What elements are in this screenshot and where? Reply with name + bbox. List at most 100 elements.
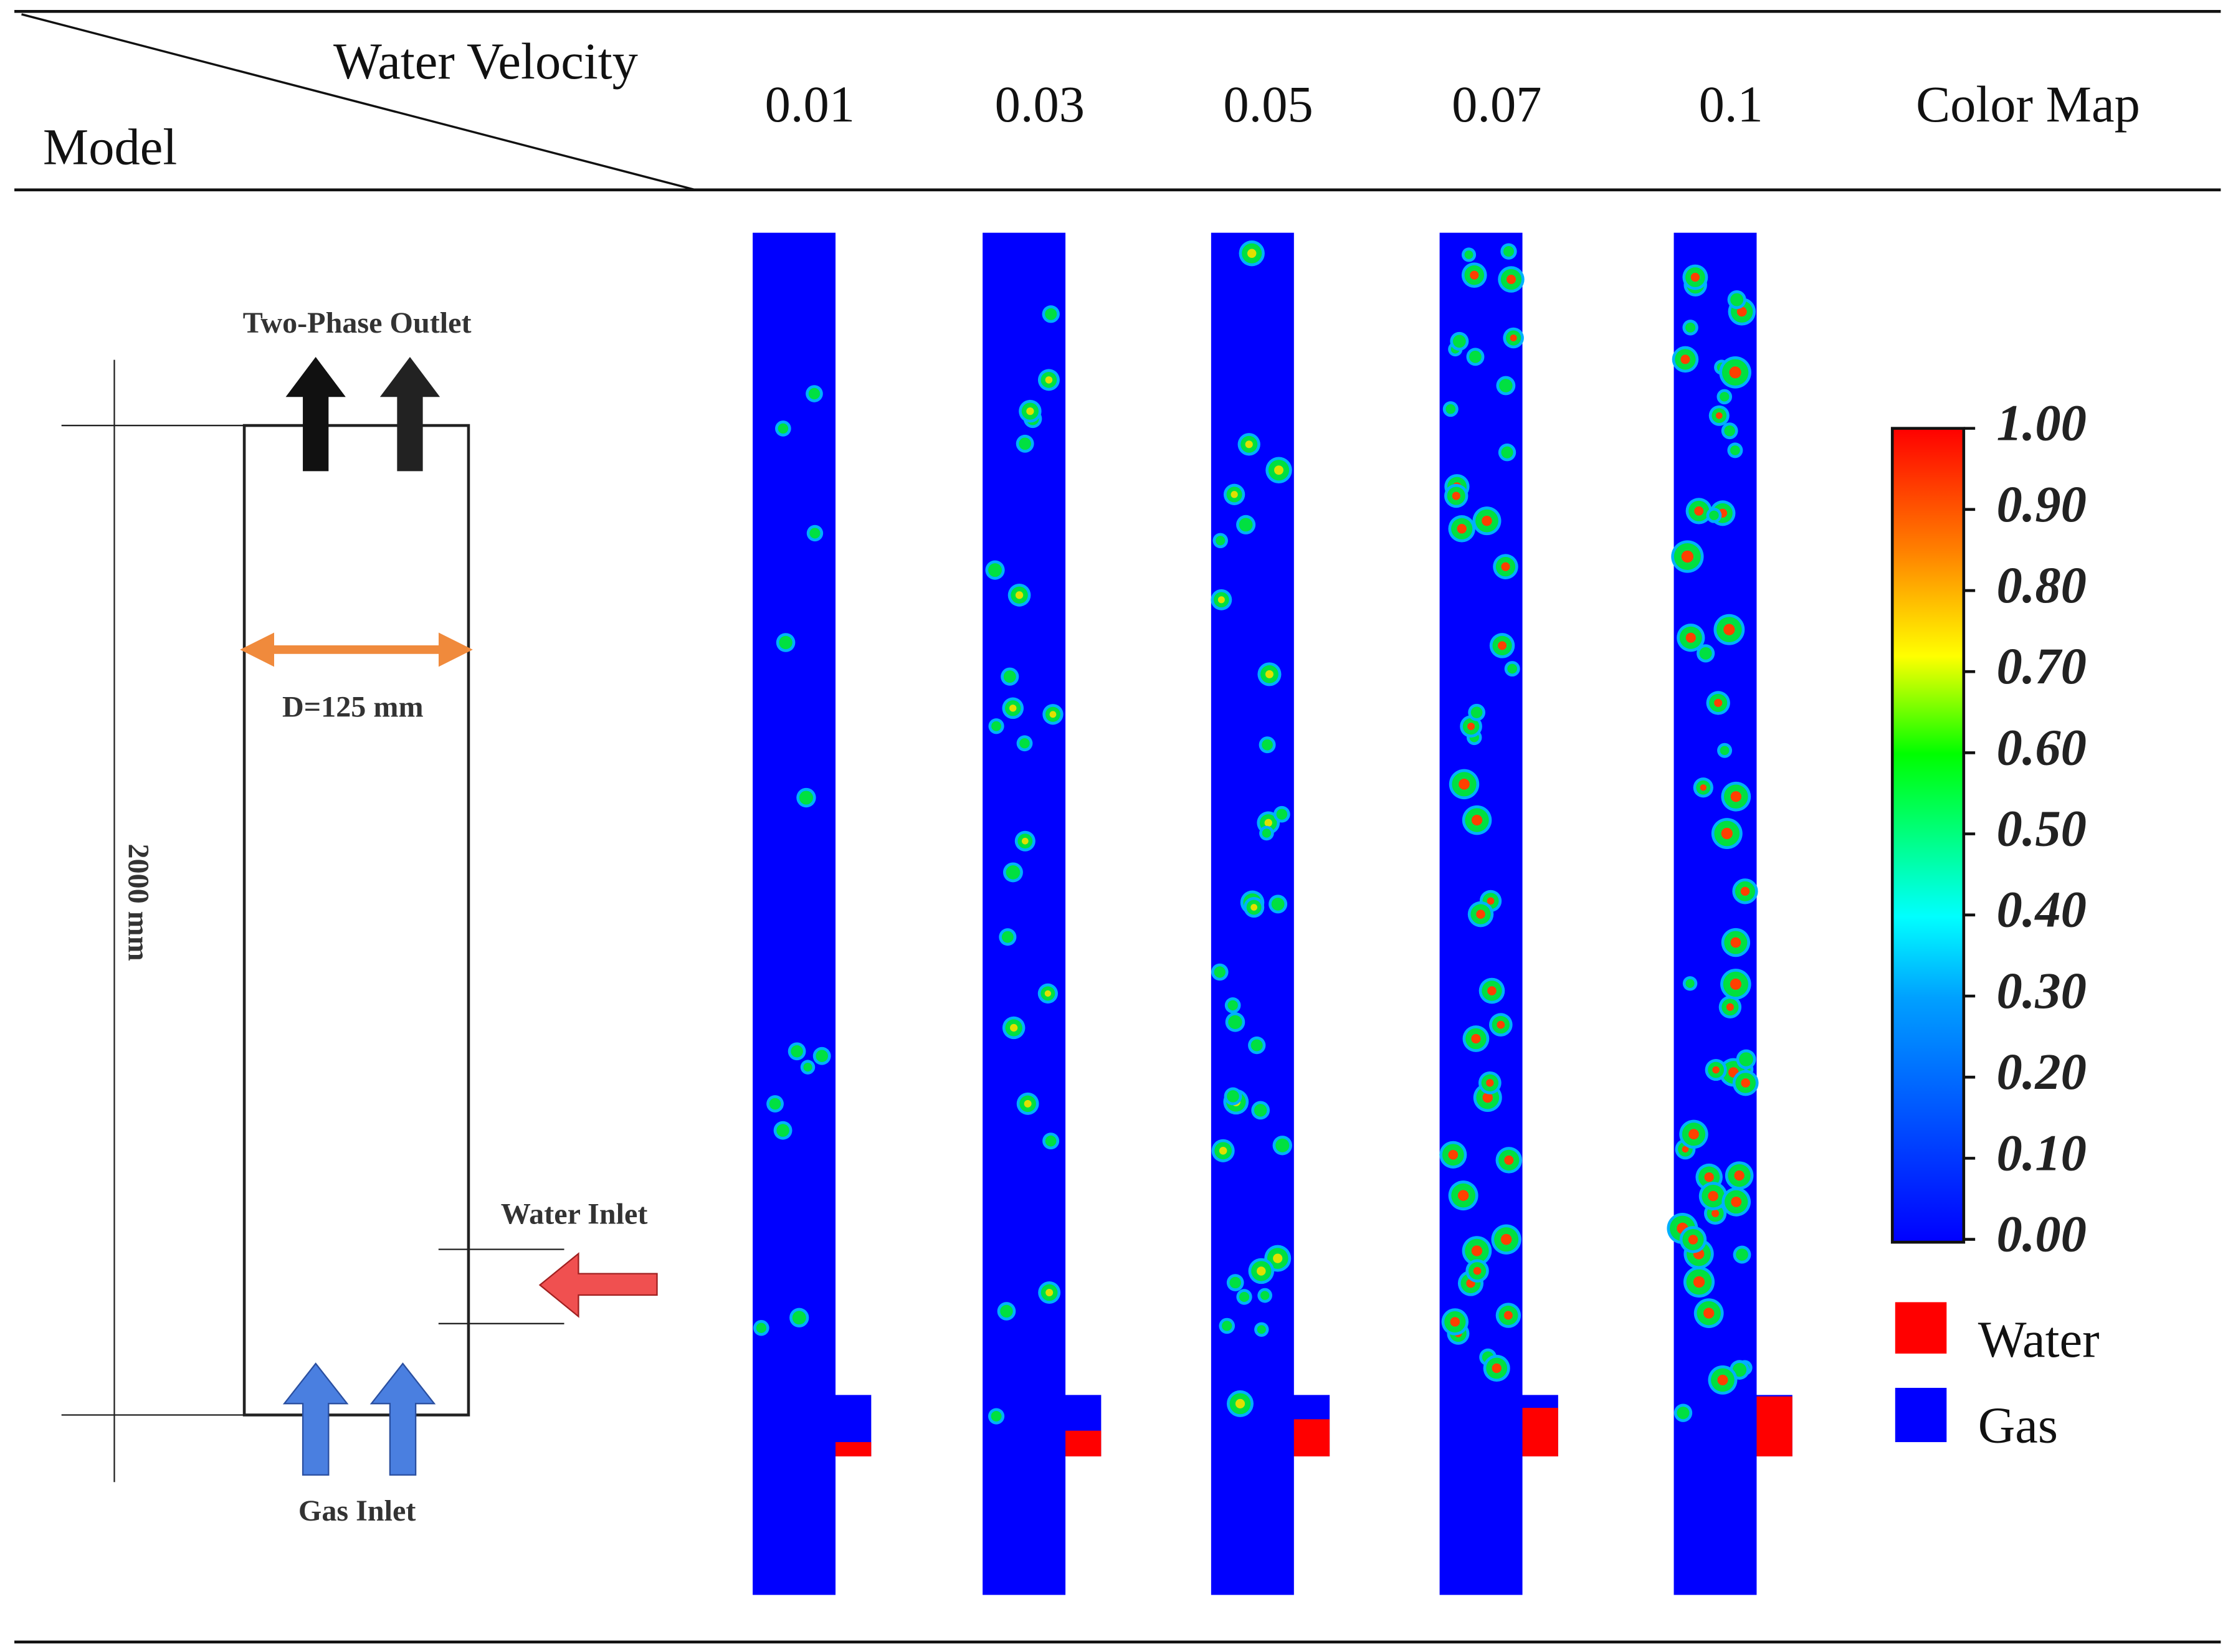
phase-blob	[809, 528, 821, 539]
phase-blob	[1729, 366, 1741, 379]
phase-blob	[1504, 1155, 1514, 1165]
phase-blob	[1019, 437, 1032, 450]
phase-blob	[1736, 1248, 1748, 1261]
phase-blob	[1471, 814, 1483, 826]
column-label: 0.03	[995, 75, 1085, 133]
phase-blob	[1720, 746, 1730, 756]
phase-blob	[1699, 647, 1712, 660]
column-domain	[1211, 232, 1330, 1595]
column-domain	[983, 232, 1102, 1595]
color-bar-label: 0.70	[1997, 637, 2087, 695]
phase-blob	[1464, 250, 1473, 259]
phase-blob	[1730, 445, 1740, 455]
phase-blob	[1717, 1374, 1728, 1385]
phase-blob	[1219, 1147, 1227, 1155]
phase-blob	[1265, 670, 1273, 678]
phase-blob	[799, 790, 814, 805]
color-bar-label: 0.00	[1997, 1205, 2087, 1263]
phase-blob	[1704, 1172, 1714, 1182]
phase-blob	[1677, 1407, 1690, 1420]
phase-blob	[1730, 791, 1741, 802]
phase-blob	[1045, 1135, 1057, 1147]
phase-blob	[1257, 1325, 1266, 1334]
phase-blob	[1227, 1090, 1239, 1103]
phase-blob	[991, 721, 1002, 731]
phase-blob	[1009, 705, 1017, 712]
phase-blob	[1273, 1253, 1283, 1263]
phase-blob	[1721, 827, 1733, 840]
phase-blob	[1487, 897, 1495, 905]
phase-blob	[779, 635, 793, 650]
phase-blob	[1690, 272, 1700, 282]
phase-blob	[1445, 404, 1456, 414]
water-inlet-region	[1065, 1430, 1102, 1456]
phase-blob	[1216, 536, 1226, 546]
phase-blob	[1247, 249, 1257, 258]
phase-blob	[1235, 1398, 1245, 1408]
phase-blob	[803, 1063, 812, 1072]
color-bar-label: 0.60	[1997, 718, 2087, 776]
phase-blob	[1482, 515, 1492, 526]
phase-blob	[1452, 335, 1466, 348]
phase-blob	[1452, 491, 1460, 500]
phase-blob	[808, 387, 821, 400]
color-map-header: Color Map	[1916, 75, 2140, 133]
phase-blob	[1682, 1146, 1689, 1153]
phase-blob	[1001, 931, 1014, 943]
color-bar-label: 0.80	[1997, 556, 2087, 614]
phase-blob	[1049, 711, 1057, 718]
phase-blob	[1222, 1321, 1232, 1331]
phase-blob	[1720, 392, 1730, 402]
phase-blob	[1503, 1311, 1513, 1320]
phase-blob	[1740, 886, 1750, 896]
phase-blob	[1487, 986, 1497, 995]
phase-blob	[1482, 1092, 1493, 1103]
phase-blob	[1450, 1317, 1460, 1327]
phase-blob	[1730, 293, 1744, 306]
phase-blob	[1239, 1291, 1250, 1303]
phase-blob	[1476, 909, 1485, 919]
phase-blob	[816, 1050, 829, 1063]
phase-blob	[1271, 897, 1285, 911]
legend-swatch	[1895, 1302, 1947, 1354]
phase-blob	[1459, 779, 1470, 790]
color-bar	[1890, 427, 1966, 1244]
phase-blob	[1467, 723, 1475, 731]
contour-column	[753, 232, 872, 1595]
color-bar-label: 0.40	[1997, 881, 2087, 938]
phase-blob	[769, 1098, 781, 1110]
table-rules	[14, 10, 2221, 1644]
phase-blob	[1231, 491, 1238, 498]
phase-blob	[1688, 1235, 1698, 1245]
phase-blob	[791, 1045, 803, 1058]
phase-blob	[1250, 1039, 1263, 1051]
phase-blob	[1492, 1363, 1502, 1374]
water-inlet-region	[1293, 1419, 1330, 1456]
phase-blob	[1724, 425, 1735, 437]
phase-blob	[776, 1124, 789, 1137]
phase-blob	[1499, 379, 1513, 392]
phase-blob	[1685, 979, 1695, 988]
model-diagram	[61, 357, 658, 1483]
phase-blob	[1214, 966, 1226, 978]
phase-blob	[1726, 1003, 1734, 1011]
phase-blob	[1026, 407, 1034, 415]
color-bar-label: 0.30	[1997, 962, 2087, 1019]
phase-blob	[1741, 1078, 1751, 1088]
phase-blob	[1506, 275, 1516, 285]
phase-blob	[1497, 1020, 1505, 1029]
phase-blob	[1019, 738, 1030, 749]
gas-inlet-label: Gas Inlet	[298, 1494, 416, 1527]
phase-blob	[1045, 1288, 1054, 1297]
phase-blob	[778, 423, 789, 434]
height-label: 2000 mm	[121, 843, 155, 961]
phase-blob	[1501, 446, 1513, 458]
phase-blob	[1501, 562, 1510, 571]
column-header: Water Velocity	[333, 32, 638, 90]
phase-blob	[1021, 837, 1029, 845]
phase-blob	[1274, 465, 1284, 475]
phase-blob	[1217, 596, 1225, 604]
column-label: 0.07	[1452, 75, 1541, 133]
water-inlet-region	[836, 1442, 872, 1456]
